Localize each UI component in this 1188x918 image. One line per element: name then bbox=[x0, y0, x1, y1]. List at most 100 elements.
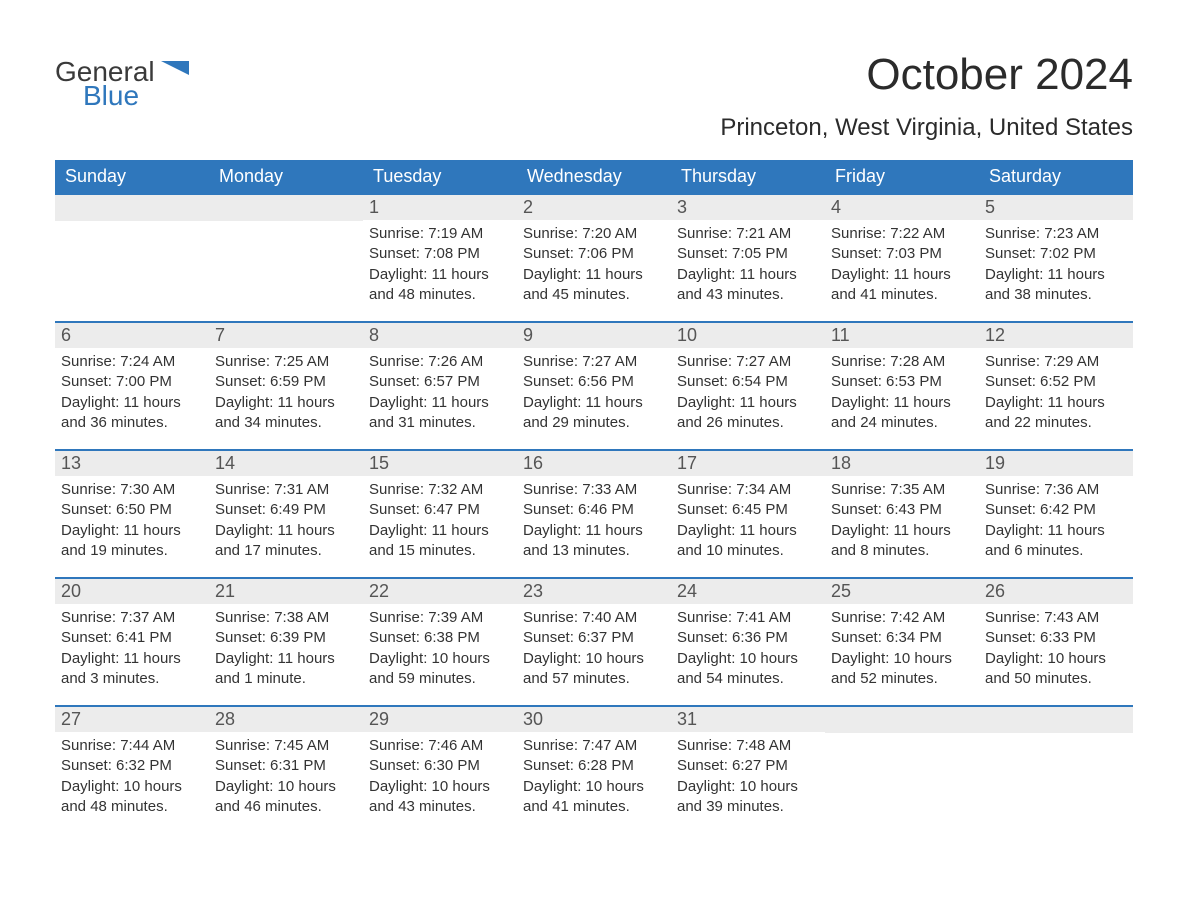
sunrise-line: Sunrise: 7:47 AM bbox=[523, 736, 665, 756]
day-number: 28 bbox=[209, 707, 363, 732]
calendar-day-cell: 24Sunrise: 7:41 AMSunset: 6:36 PMDayligh… bbox=[671, 578, 825, 706]
calendar-day-cell: 3Sunrise: 7:21 AMSunset: 7:05 PMDaylight… bbox=[671, 194, 825, 322]
daylight-line: Daylight: 11 hours and 22 minutes. bbox=[985, 393, 1127, 434]
daylight-line: Daylight: 10 hours and 48 minutes. bbox=[61, 777, 203, 818]
sunset-line: Sunset: 6:54 PM bbox=[677, 372, 819, 392]
sunrise-line: Sunrise: 7:42 AM bbox=[831, 608, 973, 628]
day-number: 20 bbox=[55, 579, 209, 604]
sunset-line: Sunset: 6:57 PM bbox=[369, 372, 511, 392]
daylight-line: Daylight: 11 hours and 15 minutes. bbox=[369, 521, 511, 562]
daylight-line: Daylight: 10 hours and 50 minutes. bbox=[985, 649, 1127, 690]
sunrise-line: Sunrise: 7:44 AM bbox=[61, 736, 203, 756]
day-number: 6 bbox=[55, 323, 209, 348]
daylight-line: Daylight: 11 hours and 36 minutes. bbox=[61, 393, 203, 434]
daylight-line: Daylight: 11 hours and 34 minutes. bbox=[215, 393, 357, 434]
sunrise-line: Sunrise: 7:36 AM bbox=[985, 480, 1127, 500]
sunset-line: Sunset: 7:03 PM bbox=[831, 244, 973, 264]
day-details: Sunrise: 7:33 AMSunset: 6:46 PMDaylight:… bbox=[517, 476, 671, 565]
day-details: Sunrise: 7:23 AMSunset: 7:02 PMDaylight:… bbox=[979, 220, 1133, 309]
day-details: Sunrise: 7:36 AMSunset: 6:42 PMDaylight:… bbox=[979, 476, 1133, 565]
day-details: Sunrise: 7:39 AMSunset: 6:38 PMDaylight:… bbox=[363, 604, 517, 693]
calendar-day-cell: 5Sunrise: 7:23 AMSunset: 7:02 PMDaylight… bbox=[979, 194, 1133, 322]
sunrise-line: Sunrise: 7:37 AM bbox=[61, 608, 203, 628]
day-number: 24 bbox=[671, 579, 825, 604]
calendar-day-cell: 30Sunrise: 7:47 AMSunset: 6:28 PMDayligh… bbox=[517, 706, 671, 834]
calendar-page: General Blue October 2024 Princeton, Wes… bbox=[0, 0, 1188, 874]
title-block: October 2024 Princeton, West Virginia, U… bbox=[720, 50, 1133, 142]
calendar-day-cell: 8Sunrise: 7:26 AMSunset: 6:57 PMDaylight… bbox=[363, 322, 517, 450]
day-details: Sunrise: 7:20 AMSunset: 7:06 PMDaylight:… bbox=[517, 220, 671, 309]
calendar-day-cell: 11Sunrise: 7:28 AMSunset: 6:53 PMDayligh… bbox=[825, 322, 979, 450]
calendar-day-cell: 16Sunrise: 7:33 AMSunset: 6:46 PMDayligh… bbox=[517, 450, 671, 578]
calendar-day-cell: 2Sunrise: 7:20 AMSunset: 7:06 PMDaylight… bbox=[517, 194, 671, 322]
sunset-line: Sunset: 6:53 PM bbox=[831, 372, 973, 392]
calendar-day-cell: 7Sunrise: 7:25 AMSunset: 6:59 PMDaylight… bbox=[209, 322, 363, 450]
weekday-header: Sunday bbox=[55, 160, 209, 194]
calendar-day-cell: 1Sunrise: 7:19 AMSunset: 7:08 PMDaylight… bbox=[363, 194, 517, 322]
day-details: Sunrise: 7:29 AMSunset: 6:52 PMDaylight:… bbox=[979, 348, 1133, 437]
day-details: Sunrise: 7:26 AMSunset: 6:57 PMDaylight:… bbox=[363, 348, 517, 437]
sunset-line: Sunset: 7:08 PM bbox=[369, 244, 511, 264]
sunset-line: Sunset: 6:42 PM bbox=[985, 500, 1127, 520]
sunset-line: Sunset: 6:30 PM bbox=[369, 756, 511, 776]
day-number: 9 bbox=[517, 323, 671, 348]
calendar-day-cell: 4Sunrise: 7:22 AMSunset: 7:03 PMDaylight… bbox=[825, 194, 979, 322]
sunset-line: Sunset: 6:34 PM bbox=[831, 628, 973, 648]
day-number: 27 bbox=[55, 707, 209, 732]
day-number: 26 bbox=[979, 579, 1133, 604]
sunrise-line: Sunrise: 7:20 AM bbox=[523, 224, 665, 244]
sunrise-line: Sunrise: 7:41 AM bbox=[677, 608, 819, 628]
daylight-line: Daylight: 10 hours and 41 minutes. bbox=[523, 777, 665, 818]
daylight-line: Daylight: 11 hours and 48 minutes. bbox=[369, 265, 511, 306]
calendar-table: SundayMondayTuesdayWednesdayThursdayFrid… bbox=[55, 160, 1133, 834]
calendar-day-cell: 26Sunrise: 7:43 AMSunset: 6:33 PMDayligh… bbox=[979, 578, 1133, 706]
sunrise-line: Sunrise: 7:48 AM bbox=[677, 736, 819, 756]
sunrise-line: Sunrise: 7:35 AM bbox=[831, 480, 973, 500]
day-details: Sunrise: 7:31 AMSunset: 6:49 PMDaylight:… bbox=[209, 476, 363, 565]
day-details: Sunrise: 7:19 AMSunset: 7:08 PMDaylight:… bbox=[363, 220, 517, 309]
sunset-line: Sunset: 6:59 PM bbox=[215, 372, 357, 392]
daylight-line: Daylight: 11 hours and 8 minutes. bbox=[831, 521, 973, 562]
calendar-week-row: 20Sunrise: 7:37 AMSunset: 6:41 PMDayligh… bbox=[55, 578, 1133, 706]
sunrise-line: Sunrise: 7:26 AM bbox=[369, 352, 511, 372]
daylight-line: Daylight: 10 hours and 39 minutes. bbox=[677, 777, 819, 818]
daylight-line: Daylight: 10 hours and 54 minutes. bbox=[677, 649, 819, 690]
empty-day-number bbox=[825, 707, 979, 733]
sunset-line: Sunset: 6:49 PM bbox=[215, 500, 357, 520]
day-number: 15 bbox=[363, 451, 517, 476]
day-details: Sunrise: 7:27 AMSunset: 6:54 PMDaylight:… bbox=[671, 348, 825, 437]
calendar-week-row: 27Sunrise: 7:44 AMSunset: 6:32 PMDayligh… bbox=[55, 706, 1133, 834]
daylight-line: Daylight: 11 hours and 1 minute. bbox=[215, 649, 357, 690]
daylight-line: Daylight: 11 hours and 38 minutes. bbox=[985, 265, 1127, 306]
sunset-line: Sunset: 6:46 PM bbox=[523, 500, 665, 520]
sunrise-line: Sunrise: 7:30 AM bbox=[61, 480, 203, 500]
sunrise-line: Sunrise: 7:33 AM bbox=[523, 480, 665, 500]
day-number: 10 bbox=[671, 323, 825, 348]
sunset-line: Sunset: 6:37 PM bbox=[523, 628, 665, 648]
calendar-week-row: 1Sunrise: 7:19 AMSunset: 7:08 PMDaylight… bbox=[55, 194, 1133, 322]
calendar-day-cell: 31Sunrise: 7:48 AMSunset: 6:27 PMDayligh… bbox=[671, 706, 825, 834]
calendar-day-cell: 21Sunrise: 7:38 AMSunset: 6:39 PMDayligh… bbox=[209, 578, 363, 706]
day-details: Sunrise: 7:46 AMSunset: 6:30 PMDaylight:… bbox=[363, 732, 517, 821]
sunset-line: Sunset: 6:36 PM bbox=[677, 628, 819, 648]
empty-day-number bbox=[55, 195, 209, 221]
day-number: 16 bbox=[517, 451, 671, 476]
day-details: Sunrise: 7:41 AMSunset: 6:36 PMDaylight:… bbox=[671, 604, 825, 693]
sunrise-line: Sunrise: 7:27 AM bbox=[523, 352, 665, 372]
sunrise-line: Sunrise: 7:19 AM bbox=[369, 224, 511, 244]
calendar-day-cell: 19Sunrise: 7:36 AMSunset: 6:42 PMDayligh… bbox=[979, 450, 1133, 578]
sunrise-line: Sunrise: 7:24 AM bbox=[61, 352, 203, 372]
day-details: Sunrise: 7:40 AMSunset: 6:37 PMDaylight:… bbox=[517, 604, 671, 693]
header: General Blue October 2024 Princeton, Wes… bbox=[55, 50, 1133, 142]
calendar-day-cell: 23Sunrise: 7:40 AMSunset: 6:37 PMDayligh… bbox=[517, 578, 671, 706]
day-number: 14 bbox=[209, 451, 363, 476]
daylight-line: Daylight: 11 hours and 26 minutes. bbox=[677, 393, 819, 434]
day-details: Sunrise: 7:48 AMSunset: 6:27 PMDaylight:… bbox=[671, 732, 825, 821]
daylight-line: Daylight: 11 hours and 45 minutes. bbox=[523, 265, 665, 306]
sunset-line: Sunset: 7:00 PM bbox=[61, 372, 203, 392]
sunset-line: Sunset: 6:31 PM bbox=[215, 756, 357, 776]
calendar-day-cell: 29Sunrise: 7:46 AMSunset: 6:30 PMDayligh… bbox=[363, 706, 517, 834]
day-number: 18 bbox=[825, 451, 979, 476]
calendar-day-cell: 13Sunrise: 7:30 AMSunset: 6:50 PMDayligh… bbox=[55, 450, 209, 578]
day-number: 13 bbox=[55, 451, 209, 476]
